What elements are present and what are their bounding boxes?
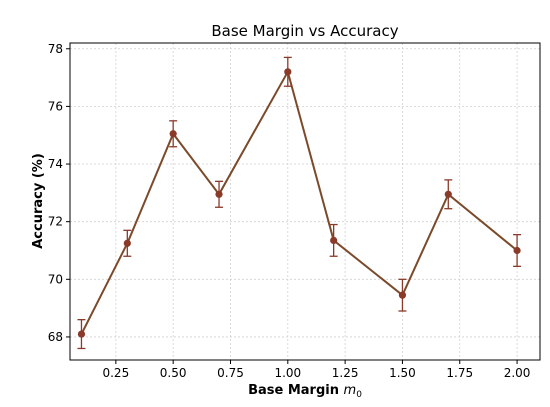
data-point: [513, 246, 521, 255]
x-tick-label: 1.25: [332, 366, 359, 380]
x-tick-label: 1.50: [389, 366, 416, 380]
data-point: [123, 239, 131, 247]
x-tick-label: 1.75: [446, 366, 473, 380]
y-tick-label: 70: [48, 272, 63, 286]
grid: [70, 43, 540, 360]
y-tick-label: 72: [48, 215, 63, 229]
data-point: [444, 190, 452, 198]
x-tick-label: 0.50: [160, 366, 187, 380]
x-tick-label: 1.00: [274, 366, 301, 380]
chart-title: Base Margin vs Accuracy: [211, 22, 398, 40]
data-point: [77, 330, 86, 338]
x-tick-label: 2.00: [504, 366, 531, 380]
y-tick-label: 74: [48, 157, 63, 171]
data-point: [215, 190, 223, 198]
x-tick-label: 0.75: [217, 366, 244, 380]
data-point: [330, 236, 338, 245]
series-line: [80, 69, 518, 335]
data-point: [169, 130, 177, 138]
data-marks: [77, 56, 522, 350]
y-tick-label: 78: [48, 42, 63, 56]
data-point: [398, 291, 407, 299]
y-axis-label: Accuracy (%): [31, 153, 46, 249]
y-tick-label: 76: [48, 99, 63, 113]
plot-frame: [69, 42, 541, 361]
y-tick-label: 68: [48, 330, 63, 344]
ticks: 0.25 0.50 0.75 1.00 1.25 1.50 1.75 2.00 68 70 72 74…: [48, 42, 531, 380]
x-axis-label: Base Margin m0: [248, 383, 362, 400]
x-tick-label: 0.25: [102, 366, 129, 380]
data-point: [284, 68, 292, 76]
